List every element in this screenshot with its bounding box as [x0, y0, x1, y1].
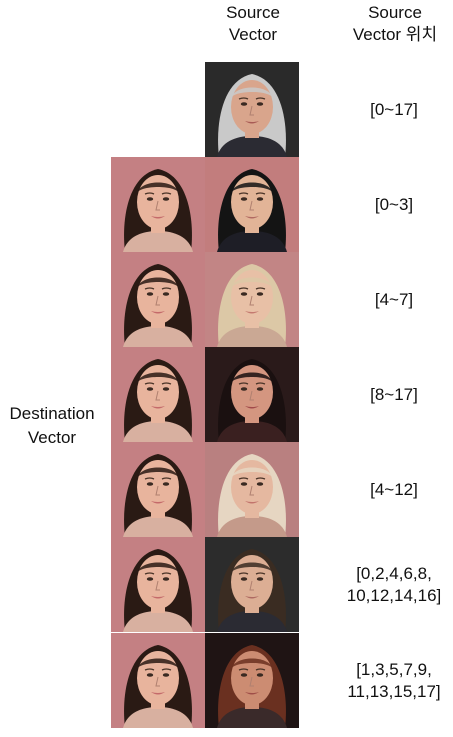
source-face-3: [205, 347, 299, 442]
source-face-4: [205, 442, 299, 537]
destination-face-6: [111, 633, 205, 728]
source-image-2: [205, 252, 299, 347]
destination-face-4: [111, 442, 205, 537]
header-position-line2: Vector 위치: [352, 25, 438, 44]
source-image-3: [205, 347, 299, 442]
position-label-line: 11,13,15,17]: [347, 681, 441, 701]
position-label-0: [0~17]: [318, 99, 453, 121]
position-label-line: [0~17]: [370, 99, 418, 119]
destination-image-1: [111, 157, 205, 252]
position-label-line: [1,3,5,7,9,: [356, 659, 432, 679]
position-label-line: [4~12]: [370, 479, 418, 499]
position-label-line: 10,12,14,16]: [346, 585, 442, 605]
destination-face-5: [111, 537, 205, 632]
position-label-line: [4~7]: [374, 289, 414, 309]
destination-image-4: [111, 442, 205, 537]
source-image-1: [205, 157, 299, 252]
position-label-line: [0,2,4,6,8,: [356, 563, 432, 583]
source-face-0: [205, 62, 299, 157]
position-label-2: [4~7]: [318, 289, 453, 311]
position-label-line: [0~3]: [374, 194, 414, 214]
position-label-3: [8~17]: [318, 384, 453, 406]
destination-label-line1: Destination: [9, 404, 95, 423]
destination-face-2: [111, 252, 205, 347]
header-source-vector: Source Vector: [205, 2, 301, 46]
destination-vector-label: Destination Vector: [0, 402, 104, 450]
destination-image-5: [111, 537, 205, 632]
destination-image-2: [111, 252, 205, 347]
header-position-line1: Source: [368, 3, 422, 22]
header-source-line2: Vector: [228, 25, 278, 44]
position-label-1: [0~3]: [318, 194, 453, 216]
source-image-4: [205, 442, 299, 537]
source-face-5: [205, 537, 299, 632]
destination-face-1: [111, 157, 205, 252]
position-label-line: [8~17]: [370, 384, 418, 404]
position-label-4: [4~12]: [318, 479, 453, 501]
destination-image-6: [111, 633, 205, 728]
destination-label-line2: Vector: [27, 428, 77, 447]
source-face-1: [205, 157, 299, 252]
position-label-5: [0,2,4,6,8, 10,12,14,16]: [318, 563, 453, 607]
source-image-6: [205, 633, 299, 728]
source-face-2: [205, 252, 299, 347]
destination-image-3: [111, 347, 205, 442]
destination-face-3: [111, 347, 205, 442]
header-source-line1: Source: [226, 3, 280, 22]
position-label-6: [1,3,5,7,9, 11,13,15,17]: [318, 659, 453, 703]
source-image-0: [205, 62, 299, 157]
source-face-6: [205, 633, 299, 728]
source-image-5: [205, 537, 299, 632]
header-source-vector-position: Source Vector 위치: [320, 2, 453, 46]
